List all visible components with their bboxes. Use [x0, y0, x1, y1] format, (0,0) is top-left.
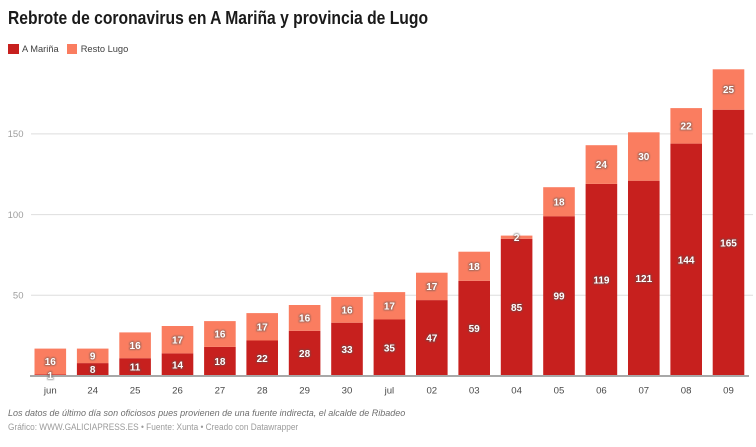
- svg-text:30: 30: [638, 152, 650, 163]
- svg-text:121: 121: [635, 274, 652, 285]
- svg-text:16: 16: [299, 314, 311, 325]
- svg-text:99: 99: [553, 292, 565, 303]
- svg-text:16: 16: [130, 341, 142, 352]
- svg-text:16: 16: [45, 357, 57, 368]
- svg-text:121: 121: [635, 274, 652, 285]
- svg-text:165: 165: [720, 238, 737, 249]
- svg-text:2: 2: [514, 233, 520, 244]
- svg-text:100: 100: [8, 210, 24, 221]
- svg-text:03: 03: [469, 385, 480, 396]
- svg-text:17: 17: [384, 301, 396, 312]
- svg-text:05: 05: [554, 385, 565, 396]
- svg-text:11: 11: [130, 363, 141, 374]
- svg-text:99: 99: [553, 292, 565, 303]
- svg-text:18: 18: [214, 357, 226, 368]
- svg-text:2: 2: [514, 233, 520, 244]
- svg-text:09: 09: [723, 385, 734, 396]
- svg-text:28: 28: [299, 349, 311, 360]
- svg-text:119: 119: [593, 276, 610, 287]
- svg-text:24: 24: [596, 160, 608, 171]
- svg-text:30: 30: [342, 385, 353, 396]
- svg-text:24: 24: [596, 160, 608, 171]
- svg-text:16: 16: [130, 341, 142, 352]
- svg-text:22: 22: [681, 121, 693, 132]
- svg-text:17: 17: [426, 282, 438, 293]
- svg-text:26: 26: [172, 385, 183, 396]
- svg-text:08: 08: [681, 385, 692, 396]
- svg-text:9: 9: [90, 351, 96, 362]
- svg-text:14: 14: [172, 360, 184, 371]
- svg-text:02: 02: [426, 385, 437, 396]
- svg-text:165: 165: [720, 238, 737, 249]
- svg-text:06: 06: [596, 385, 607, 396]
- svg-text:16: 16: [214, 330, 226, 341]
- svg-text:17: 17: [257, 322, 269, 333]
- svg-text:17: 17: [426, 282, 438, 293]
- svg-text:1: 1: [48, 371, 54, 382]
- svg-text:144: 144: [678, 255, 695, 266]
- svg-text:35: 35: [384, 343, 396, 354]
- svg-text:85: 85: [511, 303, 523, 314]
- svg-text:22: 22: [257, 354, 269, 365]
- svg-text:16: 16: [299, 314, 311, 325]
- svg-text:47: 47: [426, 334, 438, 345]
- svg-text:9: 9: [90, 351, 96, 362]
- svg-text:35: 35: [384, 343, 396, 354]
- svg-text:jul: jul: [384, 385, 395, 396]
- svg-text:27: 27: [215, 385, 226, 396]
- svg-text:59: 59: [469, 324, 481, 335]
- svg-text:28: 28: [257, 385, 268, 396]
- svg-text:07: 07: [638, 385, 649, 396]
- svg-text:16: 16: [341, 305, 353, 316]
- svg-text:17: 17: [257, 322, 269, 333]
- svg-text:25: 25: [723, 85, 735, 96]
- svg-text:22: 22: [681, 121, 693, 132]
- svg-text:18: 18: [553, 197, 565, 208]
- svg-text:59: 59: [469, 324, 481, 335]
- svg-text:47: 47: [426, 334, 438, 345]
- svg-text:29: 29: [299, 385, 310, 396]
- svg-text:144: 144: [678, 255, 695, 266]
- svg-text:30: 30: [638, 152, 650, 163]
- svg-text:119: 119: [593, 276, 610, 287]
- svg-text:16: 16: [341, 305, 353, 316]
- svg-text:150: 150: [8, 129, 24, 140]
- svg-text:16: 16: [214, 330, 226, 341]
- svg-text:14: 14: [172, 360, 184, 371]
- svg-text:16: 16: [45, 357, 57, 368]
- svg-text:33: 33: [341, 345, 353, 356]
- svg-text:1: 1: [48, 371, 54, 382]
- svg-text:33: 33: [341, 345, 353, 356]
- svg-text:25: 25: [723, 85, 735, 96]
- svg-text:8: 8: [90, 365, 96, 376]
- svg-text:85: 85: [511, 303, 523, 314]
- svg-text:18: 18: [214, 357, 226, 368]
- svg-text:28: 28: [299, 349, 311, 360]
- svg-text:24: 24: [87, 385, 98, 396]
- svg-text:8: 8: [90, 365, 96, 376]
- svg-text:jun: jun: [43, 385, 57, 396]
- svg-text:17: 17: [172, 335, 184, 346]
- svg-text:18: 18: [469, 262, 481, 273]
- svg-text:22: 22: [257, 354, 269, 365]
- svg-text:17: 17: [172, 335, 184, 346]
- svg-text:18: 18: [469, 262, 481, 273]
- svg-text:50: 50: [13, 291, 24, 302]
- svg-text:25: 25: [130, 385, 141, 396]
- svg-text:04: 04: [511, 385, 522, 396]
- svg-text:17: 17: [384, 301, 396, 312]
- svg-text:18: 18: [553, 197, 565, 208]
- svg-text:11: 11: [130, 363, 141, 374]
